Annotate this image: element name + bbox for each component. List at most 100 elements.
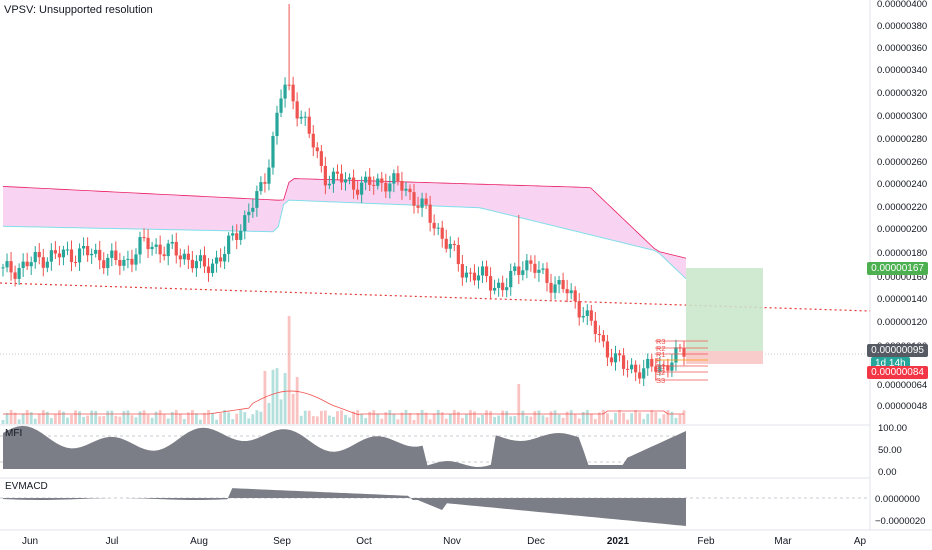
candle-body — [569, 290, 573, 294]
volume-bar — [412, 419, 416, 424]
volume-bar — [561, 417, 565, 424]
candle-body — [130, 258, 134, 265]
price-tick-label: 0.00000380 — [877, 21, 927, 32]
volume-bar — [537, 410, 541, 424]
volume-bar — [541, 415, 545, 424]
candle-body — [662, 365, 666, 367]
candle-body — [114, 250, 118, 260]
price-tick-label: 0.00000120 — [877, 317, 927, 328]
candle-body — [416, 205, 420, 208]
volume-bar — [593, 419, 597, 424]
volume-bar — [178, 413, 182, 424]
volume-bar — [448, 413, 452, 424]
candle-body — [339, 173, 344, 183]
candle-body — [98, 249, 102, 261]
volume-bar — [203, 412, 206, 424]
candle-body — [235, 233, 239, 240]
candle-body — [65, 249, 70, 251]
candle-body — [77, 248, 82, 263]
volume-bar — [477, 417, 480, 424]
date-tick-label: Nov — [443, 536, 461, 547]
candle-body — [408, 188, 412, 193]
candle-body — [186, 253, 190, 260]
volume-bar — [162, 414, 166, 424]
pivot-label: S3 — [656, 376, 665, 385]
candle-body — [593, 320, 597, 334]
volume-bar — [513, 416, 517, 424]
volume-bar — [41, 410, 45, 424]
volume-bar — [364, 418, 368, 424]
volume-bar — [646, 413, 650, 424]
price-tick-label: 0.00000200 — [877, 224, 927, 235]
volume-bar — [17, 419, 21, 424]
candle-body — [549, 282, 553, 293]
candle-body — [472, 272, 477, 281]
pivot-label: P — [656, 356, 661, 365]
candle-body — [138, 237, 142, 255]
volume-bar — [670, 411, 674, 424]
volume-bar — [259, 411, 263, 424]
volume-bar — [53, 414, 57, 424]
candle-body — [323, 165, 327, 186]
volume-bar — [626, 419, 629, 424]
volume-bar — [493, 416, 497, 424]
volume-bar — [279, 399, 283, 424]
volume-bar — [388, 410, 392, 424]
volume-bar — [505, 410, 509, 424]
volume-bar — [380, 418, 384, 424]
date-tick-label: Aug — [190, 536, 208, 547]
candle-body — [287, 84, 291, 86]
candle-body — [158, 244, 162, 255]
volume-bar — [424, 412, 428, 424]
volume-bar — [533, 411, 537, 424]
candle-body — [557, 279, 561, 285]
volume-bar — [404, 410, 408, 424]
date-tick-label: Ap — [854, 536, 867, 547]
volume-bar — [396, 419, 400, 424]
candle-body — [545, 268, 549, 283]
volume-bar — [86, 415, 90, 424]
volume-bar — [190, 410, 194, 424]
candle-body — [601, 335, 606, 342]
candle-body — [412, 192, 416, 206]
candle-body — [90, 253, 94, 256]
candle-body — [456, 245, 460, 265]
volume-bar — [33, 418, 37, 424]
candle-body — [400, 180, 404, 191]
volume-bar — [247, 418, 251, 424]
candle-body — [21, 261, 25, 269]
volume-bar — [186, 412, 190, 424]
candle-body — [142, 237, 146, 239]
candle-body — [202, 255, 207, 267]
candle-body — [295, 101, 299, 119]
price-tick-label: 0.00000160 — [877, 272, 927, 283]
pivot-label: R2 — [656, 344, 666, 353]
candle-body — [364, 176, 368, 183]
volume-bar — [589, 413, 593, 424]
volume-bar — [150, 417, 154, 424]
candle-body — [303, 116, 307, 118]
volume-bar — [223, 410, 227, 424]
pivot-label: R3 — [656, 337, 666, 346]
volume-bar — [444, 418, 448, 424]
pivot-label: S1 — [656, 362, 665, 371]
candle-body — [476, 275, 481, 281]
volume-bar — [436, 410, 440, 424]
candle-body — [404, 188, 408, 191]
volume-bar — [452, 410, 456, 424]
volume-bar — [360, 414, 364, 424]
volume-bar — [303, 410, 307, 424]
volume-bar — [481, 414, 484, 424]
candle-body — [436, 227, 440, 229]
candle-body — [227, 235, 231, 254]
volume-bar — [243, 412, 247, 424]
candle-body — [210, 263, 215, 273]
volume-bar — [295, 376, 299, 424]
volume-bar — [473, 411, 476, 424]
volume-bar — [215, 419, 218, 424]
price-tick-label: 0.00000240 — [877, 179, 927, 190]
pivot-label: S2 — [656, 368, 665, 377]
candle-body — [57, 253, 62, 258]
